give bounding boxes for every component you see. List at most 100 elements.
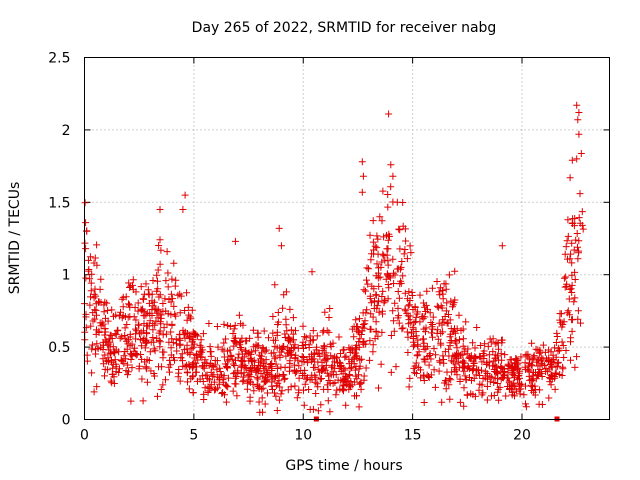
- data-point: [412, 359, 420, 367]
- data-point: [446, 316, 454, 324]
- data-point: [573, 101, 581, 109]
- data-point: [183, 368, 191, 376]
- data-point: [170, 302, 178, 310]
- data-point: [167, 290, 175, 298]
- data-point: [406, 374, 414, 382]
- data-point: [571, 294, 579, 302]
- data-point: [436, 291, 444, 299]
- data-point: [340, 377, 348, 385]
- data-point: [189, 328, 197, 336]
- data-point: [281, 330, 289, 338]
- data-point: [105, 358, 113, 366]
- data-point: [528, 377, 536, 385]
- data-point: [329, 380, 337, 387]
- data-point: [442, 385, 450, 393]
- data-point: [248, 357, 256, 365]
- data-point: [322, 355, 330, 363]
- data-point: [256, 351, 264, 359]
- data-point: [401, 307, 409, 315]
- data-point: [237, 320, 245, 328]
- data-point: [467, 390, 475, 398]
- data-point: [86, 275, 94, 283]
- data-point: [282, 321, 290, 329]
- data-point: [91, 285, 99, 293]
- data-point: [380, 233, 388, 241]
- data-point: [280, 371, 288, 379]
- data-point: [244, 372, 252, 380]
- data-point: [504, 360, 512, 368]
- data-point: [282, 288, 290, 296]
- data-point: [490, 357, 498, 365]
- data-point: [174, 291, 182, 299]
- data-point: [150, 345, 158, 353]
- data-point: [282, 352, 290, 360]
- data-point: [149, 326, 157, 334]
- data-point: [137, 283, 145, 291]
- y-tick-label: 1.5: [48, 195, 70, 211]
- data-point: [190, 362, 198, 370]
- y-tick-label: 0.5: [48, 340, 70, 356]
- data-point: [146, 317, 154, 325]
- data-point: [207, 368, 215, 376]
- grid-lines: [84, 57, 610, 420]
- data-point: [269, 329, 277, 337]
- data-point: [362, 309, 370, 317]
- data-point: [358, 158, 366, 166]
- data-point: [291, 355, 299, 363]
- data-point: [333, 386, 341, 394]
- data-point: [405, 288, 413, 296]
- data-point: [571, 215, 579, 222]
- data-point: [87, 293, 94, 301]
- data-point: [220, 353, 228, 361]
- data-point: [258, 394, 266, 402]
- data-point: [501, 351, 509, 359]
- data-point: [325, 377, 333, 384]
- data-point: [337, 362, 345, 369]
- data-point: [271, 281, 279, 289]
- data-point: [255, 358, 262, 366]
- data-point: [92, 300, 100, 308]
- data-point: [483, 396, 491, 404]
- data-point: [286, 367, 293, 375]
- data-point: [429, 313, 437, 321]
- x-tick-label: 5: [189, 428, 198, 444]
- data-point: [82, 274, 90, 282]
- data-point: [491, 374, 499, 382]
- data-point: [462, 318, 470, 326]
- data-point: [542, 368, 550, 375]
- data-point: [383, 270, 391, 278]
- data-point: [372, 318, 380, 326]
- data-point: [340, 346, 348, 354]
- data-point: [374, 274, 382, 282]
- data-point: [541, 348, 549, 356]
- data-point: [311, 364, 319, 371]
- data-point: [452, 337, 460, 345]
- data-point: [86, 253, 94, 261]
- data-point: [254, 375, 262, 383]
- data-point: [151, 321, 159, 329]
- data-point: [179, 206, 187, 213]
- data-point: [481, 340, 489, 348]
- data-point: [442, 280, 450, 288]
- data-point: [273, 328, 281, 336]
- data-point: [498, 242, 506, 250]
- data-point: [373, 244, 381, 252]
- data-point: [135, 321, 143, 329]
- data-point: [134, 321, 142, 329]
- data-point: [568, 281, 576, 289]
- data-point: [150, 298, 158, 306]
- data-point: [483, 383, 491, 390]
- data-point: [291, 343, 299, 351]
- data-point: [399, 222, 407, 230]
- data-point: [149, 302, 157, 310]
- data-point: [497, 350, 505, 358]
- data-point: [157, 314, 165, 322]
- data-point: [420, 299, 428, 307]
- data-point: [275, 396, 283, 404]
- data-point: [559, 342, 567, 349]
- data-point: [567, 285, 575, 293]
- data-point: [155, 242, 163, 249]
- data-point: [207, 381, 215, 389]
- data-point: [199, 346, 207, 354]
- data-point: [311, 378, 319, 386]
